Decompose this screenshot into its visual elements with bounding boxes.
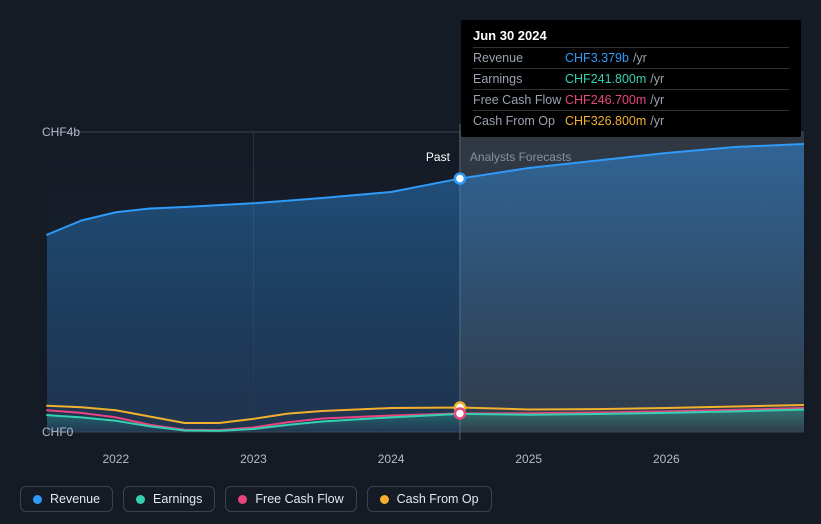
legend-dot-icon bbox=[238, 495, 247, 504]
legend-item-free_cash_flow[interactable]: Free Cash Flow bbox=[225, 486, 356, 512]
tooltip-row-value: CHF246.700m bbox=[565, 93, 646, 107]
tooltip-row-label: Earnings bbox=[473, 72, 565, 86]
legend-dot-icon bbox=[380, 495, 389, 504]
tooltip: Jun 30 2024 RevenueCHF3.379b/yrEarningsC… bbox=[461, 20, 801, 137]
legend-item-label: Free Cash Flow bbox=[255, 492, 343, 506]
tooltip-row-unit: /yr bbox=[633, 51, 647, 65]
tooltip-row-unit: /yr bbox=[650, 114, 664, 128]
tooltip-title: Jun 30 2024 bbox=[473, 28, 789, 43]
legend: Revenue Earnings Free Cash Flow Cash From O… bbox=[20, 486, 492, 512]
legend-item-label: Revenue bbox=[50, 492, 100, 506]
marker-free_cash_flow bbox=[455, 408, 465, 418]
tooltip-row-label: Free Cash Flow bbox=[473, 93, 565, 107]
legend-item-earnings[interactable]: Earnings bbox=[123, 486, 215, 512]
tooltip-row: Cash From OpCHF326.800m/yr bbox=[473, 110, 789, 131]
legend-item-label: Cash From Op bbox=[397, 492, 479, 506]
tooltip-row-value: CHF326.800m bbox=[565, 114, 646, 128]
tooltip-row: Free Cash FlowCHF246.700m/yr bbox=[473, 89, 789, 110]
tooltip-row: EarningsCHF241.800m/yr bbox=[473, 68, 789, 89]
tooltip-row-value: CHF241.800m bbox=[565, 72, 646, 86]
y-tick-label-0: CHF0 bbox=[42, 425, 73, 439]
y-tick-label-4b: CHF4b bbox=[42, 125, 80, 139]
legend-item-label: Earnings bbox=[153, 492, 202, 506]
legend-item-revenue[interactable]: Revenue bbox=[20, 486, 113, 512]
x-tick-label: 2026 bbox=[653, 452, 680, 466]
legend-dot-icon bbox=[136, 495, 145, 504]
x-tick-label: 2022 bbox=[102, 452, 129, 466]
legend-dot-icon bbox=[33, 495, 42, 504]
period-forecast-label: Analysts Forecasts bbox=[470, 150, 571, 164]
tooltip-row-label: Revenue bbox=[473, 51, 565, 65]
tooltip-row-unit: /yr bbox=[650, 93, 664, 107]
tooltip-row-unit: /yr bbox=[650, 72, 664, 86]
x-tick-label: 2023 bbox=[240, 452, 267, 466]
tooltip-row: RevenueCHF3.379b/yr bbox=[473, 47, 789, 68]
tooltip-row-value: CHF3.379b bbox=[565, 51, 629, 65]
x-tick-label: 2024 bbox=[378, 452, 405, 466]
marker-revenue bbox=[455, 174, 465, 184]
period-past-label: Past bbox=[426, 150, 450, 164]
x-tick-label: 2025 bbox=[515, 452, 542, 466]
tooltip-row-label: Cash From Op bbox=[473, 114, 565, 128]
legend-item-cash_from_op[interactable]: Cash From Op bbox=[367, 486, 492, 512]
